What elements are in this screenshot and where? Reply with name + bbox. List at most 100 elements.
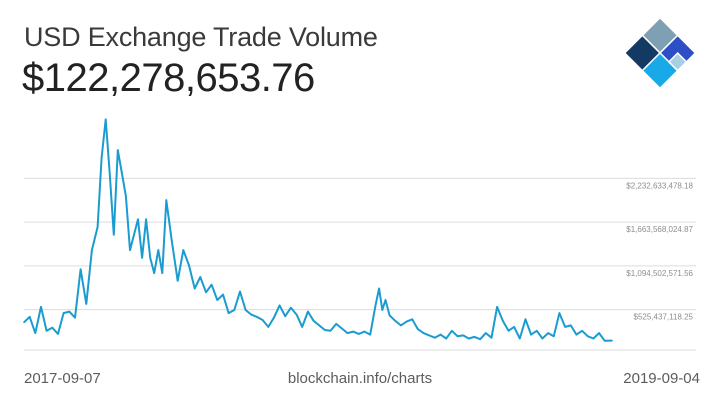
data-point [524,318,527,321]
data-point [79,268,82,271]
data-point [346,332,349,334]
data-point [171,241,173,244]
data-point [381,309,384,311]
data-point [417,328,419,331]
data-point [68,310,71,313]
data-point [182,249,185,251]
data-point [312,320,315,322]
data-point [34,332,37,334]
data-point [592,337,595,340]
data-point [153,272,155,274]
data-point [358,333,360,335]
data-point [239,290,241,293]
data-point [28,316,31,318]
data-point [222,293,224,296]
data-point [273,316,275,319]
data-point [117,149,119,151]
data-point [496,306,498,308]
data-point [388,314,391,317]
data-point [57,333,59,335]
data-point [507,330,510,332]
data-point [108,172,111,174]
data-point [176,280,179,282]
data-point [428,334,431,337]
data-point [456,335,459,338]
data-point [479,338,482,341]
data-point [445,337,448,340]
data-point [490,336,493,339]
data-point [165,199,168,201]
data-point [199,276,202,278]
data-point [85,303,88,305]
data-point [40,306,42,308]
data-point [125,195,127,198]
data-point [462,334,465,337]
data-point [188,264,190,267]
data-point [341,327,343,330]
y-tick-label: $525,437,118.25 [634,313,694,322]
data-point [434,336,436,339]
data-point [244,309,247,311]
y-tick-label: $2,232,633,478.18 [626,181,693,190]
data-point [45,330,48,332]
data-point [564,326,566,328]
data-point [267,326,270,328]
data-point [261,319,264,321]
data-point [570,324,572,327]
data-point [422,332,425,334]
data-point [256,316,258,318]
data-point [295,313,298,316]
data-point [307,310,309,313]
data-point [74,316,76,319]
y-tick-label: $1,663,568,024.87 [626,225,693,234]
grid-lines [24,177,696,351]
data-point [400,324,402,327]
data-point [96,226,99,228]
data-point [603,340,606,342]
data-point [161,272,164,274]
data-point [205,291,207,294]
data-point [439,333,442,336]
data-point [233,309,236,311]
data-point [51,326,54,329]
data-point [149,257,151,259]
start-date-label: 2017-09-07 [24,370,101,387]
data-point [394,320,397,322]
data-point [530,333,532,336]
y-tick-labels: $525,437,118.25 $1,094,502,571.56 $1,663,5… [626,181,693,321]
data-point [104,118,107,121]
current-value: $122,278,653.76 [22,56,315,100]
data-point [324,329,326,331]
data-point [113,233,115,236]
data-point [227,312,230,314]
data-point [91,249,93,251]
data-point [473,336,476,338]
data-point [519,337,521,340]
data-point [23,321,25,324]
data-point [210,283,213,286]
source-link[interactable]: blockchain.info/charts [287,370,433,387]
data-point [378,287,380,290]
blockchain-logo-icon [624,17,696,89]
data-point [581,330,583,332]
data-point [541,337,544,340]
data-point [133,233,135,236]
data-point [250,313,253,316]
data-point [502,320,504,322]
series-layer [23,118,613,342]
data-point [598,332,600,334]
data-point [485,332,487,334]
data-point [553,335,555,338]
data-point [451,330,453,332]
data-point [141,257,143,259]
data-point [405,320,408,323]
data-point [318,324,321,327]
data-point [100,157,103,159]
data-point [547,332,549,334]
data-point [284,315,287,318]
data-point [121,172,123,174]
data-point [62,312,65,314]
data-point [575,333,578,336]
data-point [363,330,366,333]
